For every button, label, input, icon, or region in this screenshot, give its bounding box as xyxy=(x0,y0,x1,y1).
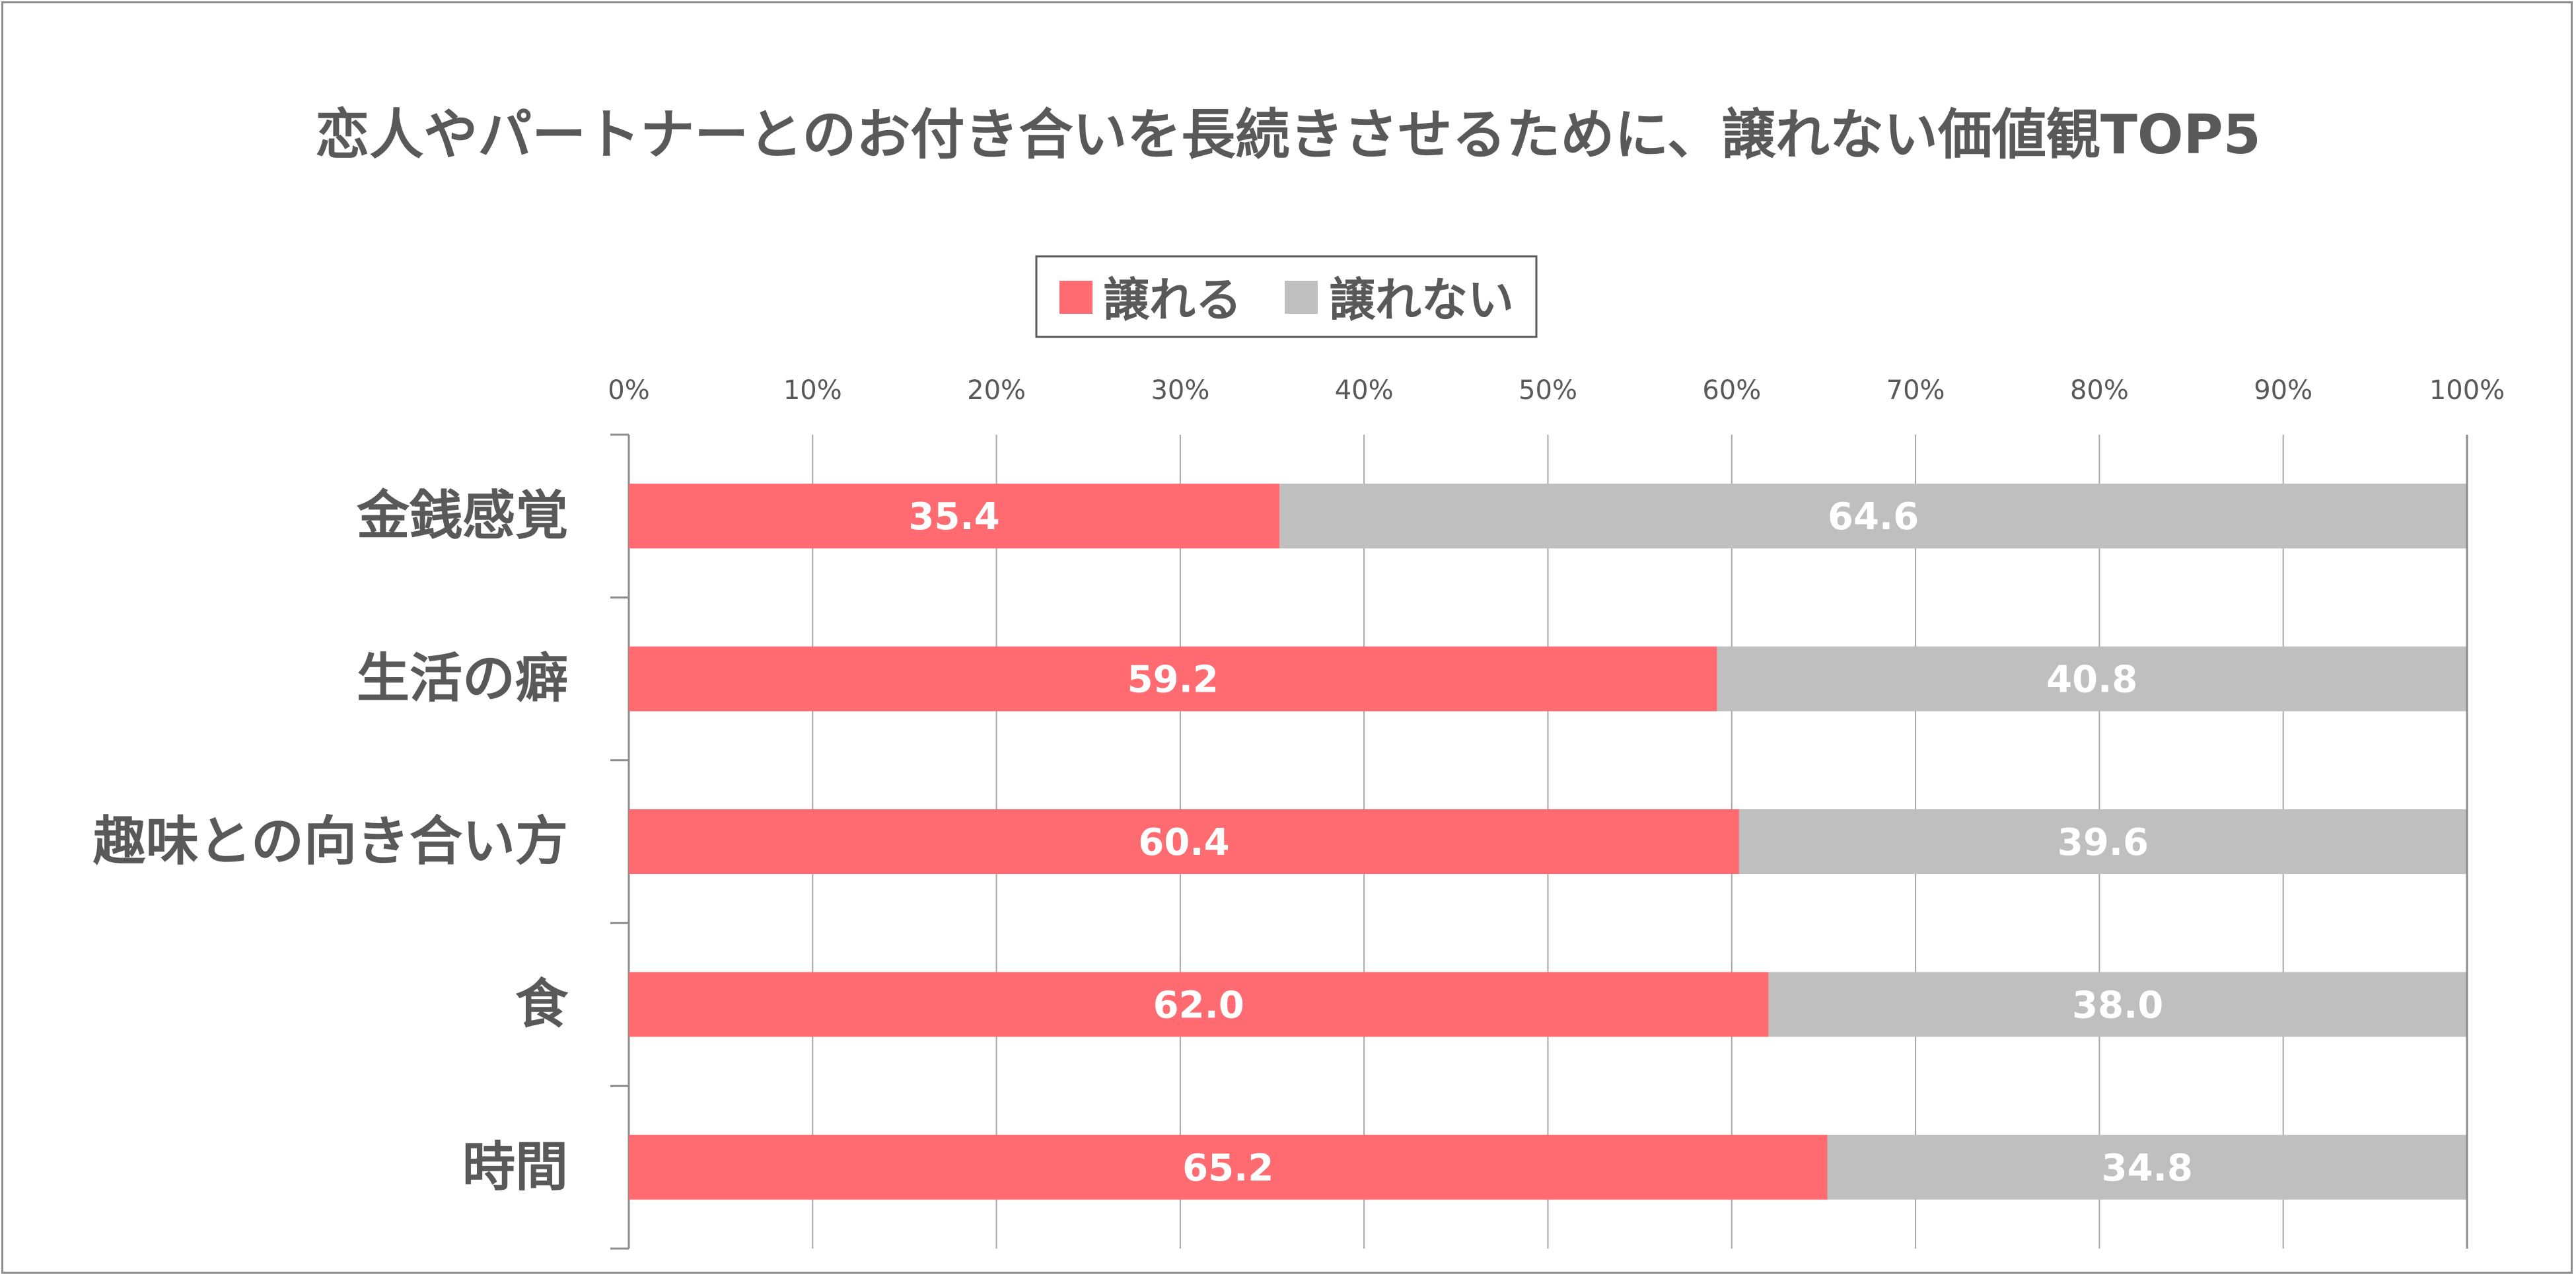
data-label: 60.4 xyxy=(1138,821,1229,864)
data-label: 35.4 xyxy=(909,495,1000,538)
x-tick-label: 100% xyxy=(2429,375,2505,406)
x-tick-label: 20% xyxy=(967,375,1026,406)
legend-label: 譲れない xyxy=(1329,273,1514,327)
x-tick-label: 80% xyxy=(2070,375,2129,406)
data-label: 62.0 xyxy=(1153,984,1244,1027)
bar-segment-yuzureru xyxy=(629,1134,1828,1200)
x-tick-label: 90% xyxy=(2254,375,2312,406)
bar-segment-yuzureru xyxy=(629,809,1739,874)
data-label: 65.2 xyxy=(1182,1147,1273,1190)
data-label: 59.2 xyxy=(1127,659,1219,702)
bar-segment-yuzurenai xyxy=(1717,646,2467,711)
bar-segment-yuzurenai xyxy=(1768,972,2467,1037)
legend-swatch-yuzureru xyxy=(1059,281,1092,314)
x-tick-label: 50% xyxy=(1519,375,1577,406)
category-label: 生活の癖 xyxy=(357,648,568,710)
data-label: 64.6 xyxy=(1828,495,1919,538)
bar-segment-yuzurenai xyxy=(1738,809,2467,874)
category-label: 時間 xyxy=(462,1136,568,1198)
x-tick-label: 10% xyxy=(783,375,842,406)
x-tick-label: 70% xyxy=(1886,375,1945,406)
x-tick-label: 0% xyxy=(608,375,649,406)
x-tick-label: 40% xyxy=(1335,375,1394,406)
category-label: 趣味との向き合い方 xyxy=(93,811,568,872)
plot-area: 0% 10% 20% 30% 40% 50% 60% 70% 80% 90% 100% 35.4 64.… xyxy=(93,375,2505,1250)
bar-segment-yuzurenai xyxy=(1827,1134,2467,1200)
data-label: 40.8 xyxy=(2046,659,2137,702)
category-label: 金銭感覚 xyxy=(356,485,568,546)
legend: 譲れる 譲れない xyxy=(1035,255,1538,338)
data-label: 34.8 xyxy=(2102,1147,2193,1190)
category-label: 食 xyxy=(515,973,569,1035)
data-label: 38.0 xyxy=(2072,984,2163,1027)
bar-segment-yuzureru xyxy=(629,484,1280,549)
chart-title: 恋人やパートナーとのお付き合いを長続きさせるために、譲れない価値観TOP5 xyxy=(315,104,2261,166)
x-tick-label: 60% xyxy=(1702,375,1761,406)
bar-segment-yuzurenai xyxy=(1279,484,2467,549)
bar-segment-yuzureru xyxy=(629,972,1769,1037)
legend-swatch-yuzurenai xyxy=(1285,281,1318,314)
bar-segment-yuzureru xyxy=(629,646,1717,711)
x-tick-label: 30% xyxy=(1151,375,1209,406)
legend-label: 譲れる xyxy=(1103,273,1242,327)
data-label: 39.6 xyxy=(2057,821,2149,864)
